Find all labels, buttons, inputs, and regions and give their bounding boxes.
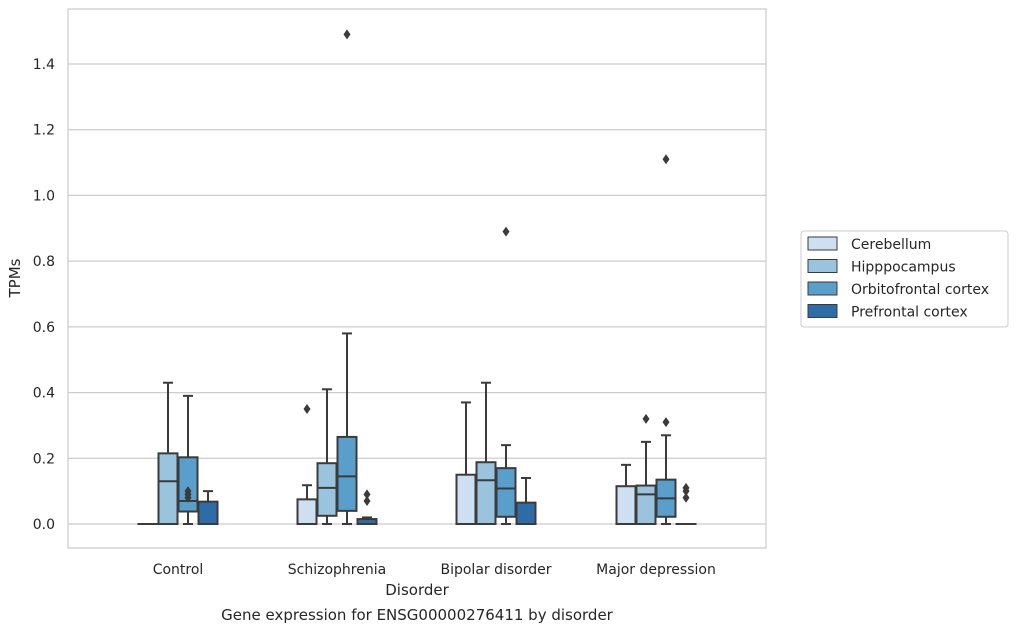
- box-orbitofrontal-cortex: [336, 29, 358, 525]
- legend-label: Hipppocampus: [851, 260, 956, 276]
- y-tick-label: 1.2: [33, 123, 55, 139]
- box-iqr: [615, 485, 637, 526]
- box-orbitofrontal-cortex: [495, 226, 517, 525]
- y-tick-label: 0.2: [33, 451, 55, 467]
- outlier-point: [363, 489, 371, 500]
- y-tick-labels: 0.0 0.2 0.4 0.6 0.8 1.0 1.2 1.4: [33, 57, 55, 533]
- legend-swatch: [807, 259, 838, 273]
- legend-swatch: [807, 281, 838, 296]
- figure-caption: Gene expression for ENSG00000276411 by d…: [221, 606, 613, 624]
- legend: Cerebellum Hipppocampus Orbitofrontal cort…: [800, 230, 1009, 328]
- x-tick-label: Schizophrenia: [288, 562, 386, 578]
- x-tick-label: Bipolar disorder: [440, 562, 551, 578]
- y-tick-label: 0.6: [33, 320, 55, 336]
- x-axis-label: Disorder: [385, 581, 449, 599]
- legend-frame: [800, 230, 1009, 328]
- outlier-point: [303, 404, 311, 414]
- box-cerebellum: [296, 404, 318, 526]
- box-orbitofrontal-cortex: [655, 154, 677, 525]
- legend-swatch: [807, 304, 838, 318]
- x-tick-label: Major depression: [596, 562, 716, 578]
- box-prefrontal-cortex: [356, 489, 378, 525]
- y-tick-label: 0.0: [33, 517, 55, 533]
- box-iqr: [515, 501, 537, 525]
- box-iqr: [475, 461, 497, 526]
- y-tick-label: 0.8: [33, 254, 55, 270]
- box-cerebellum: [455, 401, 477, 526]
- box-hipppocampus: [157, 381, 179, 526]
- box-iqr: [296, 498, 318, 526]
- box-hipppocampus: [475, 381, 497, 526]
- outlier-point: [682, 486, 690, 497]
- y-tick-label: 0.4: [33, 386, 55, 402]
- outlier-point: [682, 492, 690, 503]
- outlier-point: [343, 29, 351, 40]
- x-tick-labels: Control Schizophrenia Bipolar disorder Majo…: [153, 562, 716, 578]
- outlier-point: [662, 417, 670, 428]
- legend-label: Prefrontal cortex: [851, 305, 968, 321]
- box-iqr: [455, 473, 477, 526]
- plot-frame: [67, 8, 767, 549]
- legend-label: Orbitofrontal cortex: [851, 282, 989, 298]
- box-iqr: [197, 500, 219, 525]
- box-iqr: [316, 462, 338, 517]
- box-hipppocampus: [316, 388, 338, 525]
- box-iqr: [336, 435, 358, 512]
- box-plots: [137, 29, 697, 526]
- outlier-point: [502, 226, 510, 237]
- box-cerebellum: [615, 463, 637, 526]
- box-iqr: [495, 467, 517, 518]
- legend-label: Cerebellum: [851, 237, 931, 253]
- outlier-point: [184, 492, 192, 503]
- box-hipppocampus: [635, 413, 657, 525]
- box-prefrontal-cortex: [675, 482, 697, 526]
- y-tick-label: 1.0: [33, 188, 55, 204]
- box-orbitofrontal-cortex: [177, 394, 199, 525]
- box-iqr: [157, 452, 179, 526]
- y-tick-label: 1.4: [33, 57, 55, 73]
- x-tick-label: Control: [153, 562, 204, 578]
- outlier-point: [662, 154, 670, 165]
- box-iqr: [635, 484, 657, 525]
- outlier-point: [642, 413, 650, 424]
- y-axis-label: TPMs: [6, 258, 24, 298]
- box-prefrontal-cortex: [197, 490, 219, 525]
- legend-swatch: [807, 236, 838, 251]
- box-prefrontal-cortex: [515, 477, 537, 525]
- box-iqr: [177, 456, 199, 513]
- outlier-point: [363, 496, 371, 506]
